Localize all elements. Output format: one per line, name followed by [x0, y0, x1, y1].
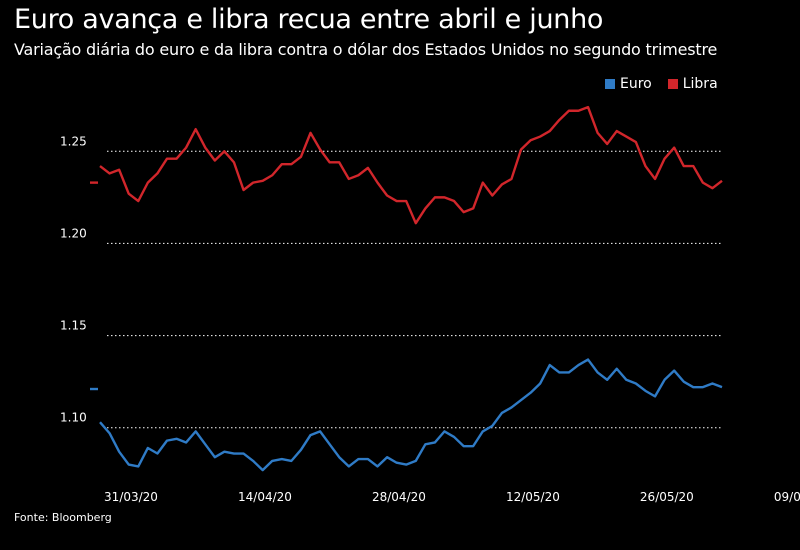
x-tick-label: 09/06/20 [774, 490, 800, 504]
x-tick-label: 14/04/20 [238, 490, 292, 504]
legend: Euro Libra [605, 76, 718, 92]
x-tick-label: 26/05/20 [640, 490, 694, 504]
source-note: Fonte: Bloomberg [14, 511, 112, 524]
legend-item-libra: Libra [667, 76, 718, 92]
x-tick-label: 28/04/20 [372, 490, 426, 504]
y-tick-label: 1.10 [60, 411, 87, 425]
y-tick-label: 1.15 [60, 319, 87, 333]
y-tick-label: 1.25 [60, 134, 87, 148]
x-tick-label: 12/05/20 [506, 490, 560, 504]
chart-subtitle: Variação diária do euro e da libra contr… [14, 40, 718, 59]
legend-label-libra: Libra [682, 76, 718, 92]
series-line-euro [99, 358, 723, 472]
x-tick-label: 31/03/20 [104, 490, 158, 504]
y-tick-label: 1.20 [60, 226, 87, 240]
legend-swatch-euro [605, 79, 615, 89]
series-line-libra [99, 105, 723, 225]
legend-swatch-libra [667, 79, 678, 89]
legend-label-euro: Euro [620, 76, 652, 92]
legend-item-euro: Euro [605, 76, 652, 92]
chart-title: Euro avança e libra recua entre abril e … [14, 4, 604, 35]
